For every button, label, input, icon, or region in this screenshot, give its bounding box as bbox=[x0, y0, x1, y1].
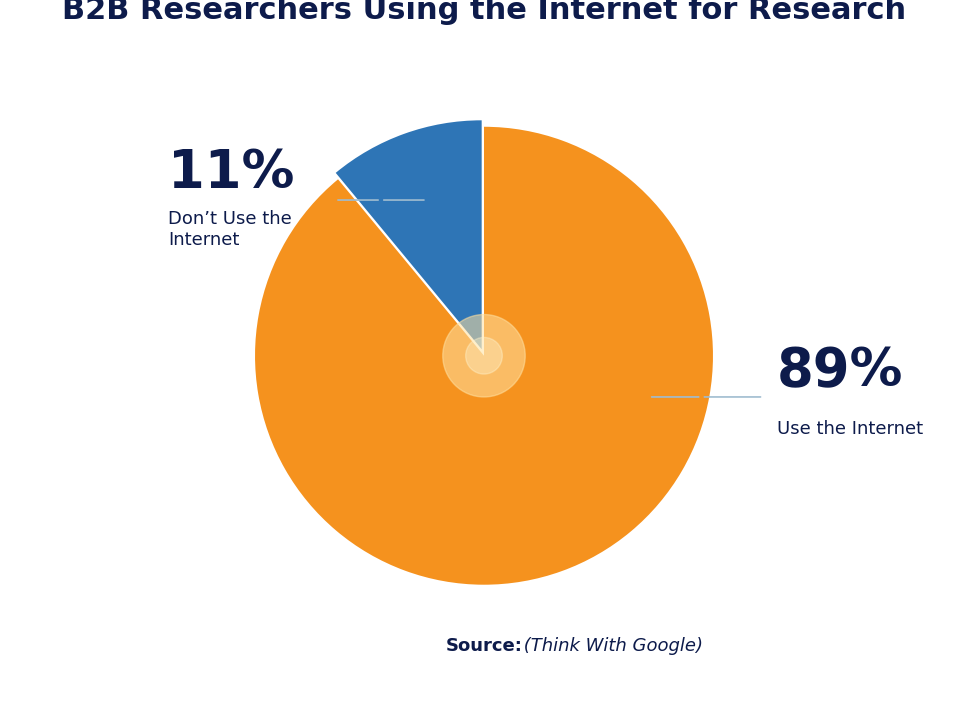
Circle shape bbox=[442, 314, 526, 397]
Text: 11%: 11% bbox=[168, 147, 294, 199]
Text: (Think With Google): (Think With Google) bbox=[518, 637, 703, 655]
Circle shape bbox=[466, 338, 502, 374]
Text: 89%: 89% bbox=[777, 346, 903, 398]
Title: B2B Researchers Using the Internet for Research: B2B Researchers Using the Internet for R… bbox=[62, 0, 906, 25]
Text: Source:: Source: bbox=[445, 637, 523, 655]
Text: www.konstructdigital.com: www.konstructdigital.com bbox=[368, 697, 600, 715]
Wedge shape bbox=[255, 127, 713, 584]
Text: Use the Internet: Use the Internet bbox=[777, 420, 923, 438]
Wedge shape bbox=[336, 121, 482, 349]
Text: Don’t Use the
Internet: Don’t Use the Internet bbox=[168, 211, 291, 249]
